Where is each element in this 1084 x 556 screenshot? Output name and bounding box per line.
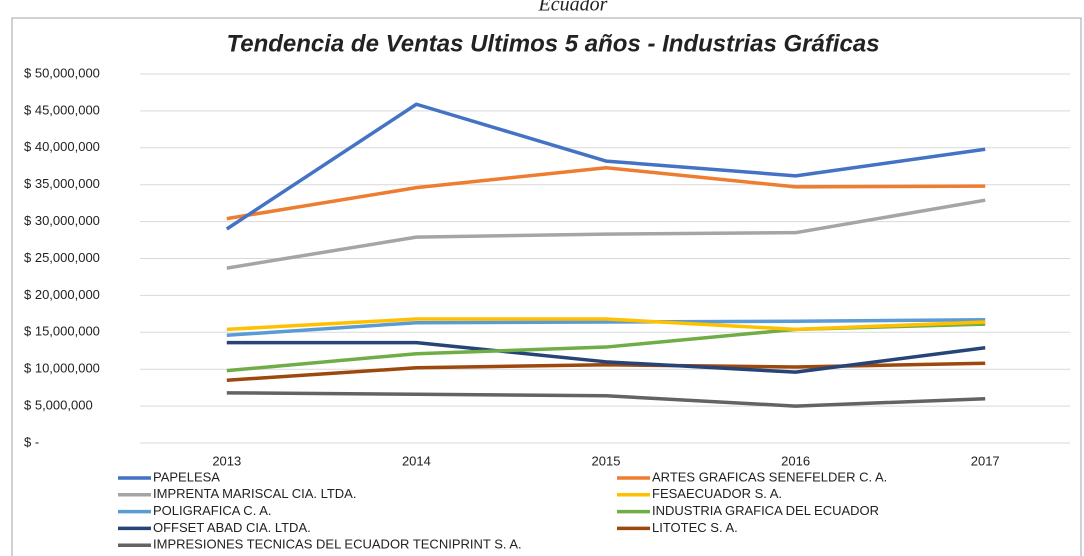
x-tick-label: 2017 [971, 453, 1000, 468]
y-tick-label: $ 50,000,000 [24, 65, 100, 80]
x-tick-label: 2015 [592, 453, 621, 468]
x-tick-label: 2014 [402, 453, 431, 468]
legend-label: OFFSET ABAD CIA. LTDA. [153, 520, 311, 535]
y-tick-label: $ 10,000,000 [24, 361, 100, 376]
chart-border [11, 17, 1082, 556]
series-line [226, 317, 986, 332]
series-line [226, 198, 986, 270]
legend-label: ARTES GRAFICAS SENEFELDER C. A. [652, 469, 887, 484]
series-line [226, 165, 986, 221]
y-tick-label: $ 40,000,000 [24, 139, 100, 154]
x-tick-label: 2016 [781, 453, 810, 468]
series-line [226, 318, 986, 337]
y-tick-label: $ 25,000,000 [24, 250, 100, 265]
legend-label: INDUSTRIA GRAFICA DEL ECUADOR [652, 503, 879, 518]
legend-label: POLIGRAFICA C. A. [153, 503, 271, 518]
legend-label: PAPELESA [153, 469, 220, 484]
series-line [226, 361, 986, 383]
legend-label: FESAECUADOR S. A. [652, 486, 782, 501]
y-tick-label: $ 45,000,000 [24, 102, 100, 117]
y-tick-label: $ 5,000,000 [24, 398, 93, 413]
y-tick-label: $ 35,000,000 [24, 176, 100, 191]
y-tick-label: $ 30,000,000 [24, 213, 100, 228]
series-line [225, 102, 986, 231]
series-line [226, 340, 986, 374]
y-tick-label: $ - [24, 434, 39, 449]
y-tick-label: $ 20,000,000 [24, 287, 100, 302]
caption: Ecuador [538, 0, 608, 16]
legend-label: LITOTEC S. A. [652, 520, 738, 535]
series-line [226, 391, 986, 408]
legend-label: IMPRESIONES TECNICAS DEL ECUADOR TECNIPR… [153, 537, 522, 552]
legend-label: IMPRENTA MARISCAL CIA. LTDA. [153, 486, 356, 501]
chart-title: Tendencia de Ventas Ultimos 5 años - Ind… [226, 30, 879, 57]
y-tick-label: $ 15,000,000 [24, 324, 100, 339]
x-tick-label: 2013 [212, 453, 241, 468]
